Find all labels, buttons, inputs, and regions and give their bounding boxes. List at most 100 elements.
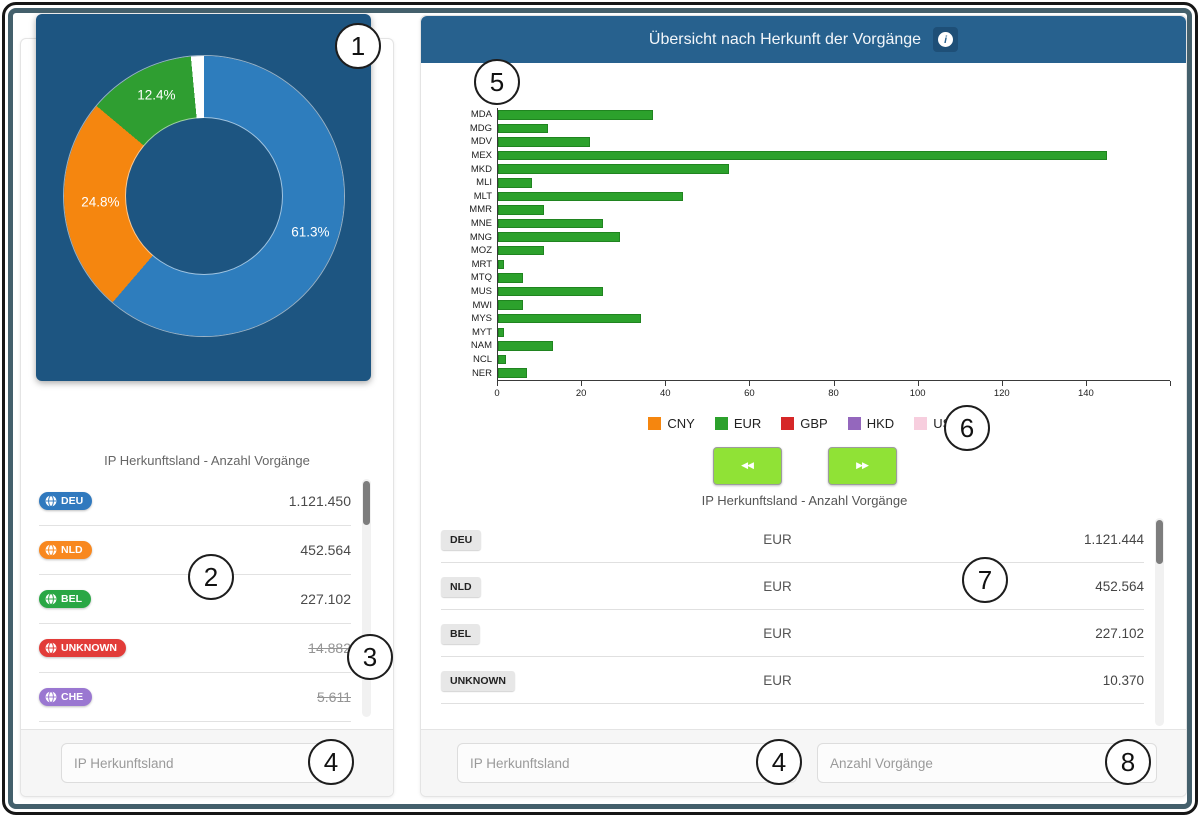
page-title: Übersicht nach Herkunft der Vorgänge [648, 30, 922, 48]
legend-swatch [714, 417, 728, 431]
bar-row: MDA [439, 108, 1170, 122]
bar-category-label: MYT [471, 326, 492, 338]
country-filter-input-right[interactable] [457, 743, 797, 783]
scrollbar-thumb[interactable] [363, 481, 370, 525]
axis-tick-label: 140 [1077, 387, 1094, 399]
annotation-circle: 8 [1105, 739, 1151, 785]
list-item[interactable]: UNKNOWN 14.882 [39, 624, 351, 673]
legend-item[interactable]: GBP [781, 416, 828, 431]
axis-tick [1001, 380, 1003, 386]
origin-table: DEU EUR 1.121.444 NLD EUR 452.564 BEL EUR 227.10… [441, 516, 1144, 704]
country-badge[interactable]: DEU [39, 492, 93, 510]
bar-track [497, 284, 1170, 299]
legend-swatch [781, 417, 795, 431]
bar-category-label: MWI [472, 299, 492, 311]
bar-track [497, 203, 1170, 217]
bar-row: MMR [439, 203, 1170, 217]
chart-caption: IP Herkunftsland - Anzahl Vorgänge [701, 492, 908, 508]
bar-track [497, 108, 1170, 122]
globe-icon [45, 495, 57, 507]
donut-chart: 61.3% 24.8% 12.4% [64, 56, 344, 336]
bar-row: NAM [439, 339, 1170, 353]
list-item[interactable]: CHE 5.611 [39, 673, 351, 722]
country-badge: BEL [441, 624, 480, 644]
count-value: 5.611 [317, 689, 351, 705]
value-cell: 10.370 [1102, 672, 1144, 688]
bar-track [497, 162, 1170, 176]
bar [498, 191, 683, 202]
bar [498, 273, 524, 283]
country-badge[interactable]: CHE [39, 688, 93, 706]
table-row[interactable]: UNKNOWN EUR 10.370 [441, 657, 1144, 704]
list-item[interactable]: BEL 227.102 [39, 575, 351, 624]
globe-icon [45, 544, 57, 556]
scrollbar[interactable] [362, 479, 371, 717]
country-badge[interactable]: UNKNOWN [39, 639, 126, 657]
bar-row: MRT [439, 257, 1170, 272]
axis-tick-label: 120 [993, 387, 1010, 399]
bar-category-label: MYS [471, 313, 492, 325]
bar-category-label: MDV [470, 136, 492, 148]
country-badge[interactable]: NLD [39, 541, 92, 559]
bar-track [497, 366, 1170, 380]
table-row[interactable]: BEL EUR 227.102 [441, 610, 1144, 657]
bar-row: MOZ [439, 243, 1170, 258]
bar [498, 205, 545, 215]
bar-track [497, 243, 1170, 258]
bar-category-label: NAM [470, 340, 492, 352]
bar [498, 341, 553, 351]
legend-item[interactable]: CNY [648, 416, 695, 431]
legend-item[interactable]: EUR [714, 416, 762, 432]
bar-track [497, 339, 1170, 353]
axis-tick [1170, 380, 1171, 386]
bar-category-label: MNE [470, 218, 492, 230]
bar-row: NCL [439, 352, 1170, 367]
country-badge[interactable]: BEL [39, 590, 91, 608]
bar-track [497, 230, 1170, 244]
bar-row: MLT [439, 189, 1170, 204]
scrollbar[interactable] [1155, 518, 1164, 726]
axis-tick [1085, 380, 1087, 386]
donut-label-blue: 61.3% [291, 224, 330, 240]
pager-next-button[interactable]: ▶▶ [827, 446, 897, 485]
axis-tick [581, 380, 583, 386]
axis-tick-label: 40 [659, 387, 671, 399]
country-badge: DEU [441, 530, 482, 550]
table-row[interactable]: DEU EUR 1.121.444 [441, 516, 1144, 563]
bar-rows: MDA MDG MDV MEX MKD MLI MLT MMR MNE MNG MOZ MRT MTQ M… [439, 108, 1170, 380]
bar-track [497, 189, 1170, 204]
legend-label: HKD [866, 416, 895, 432]
list-item[interactable]: DEU 1.121.450 [39, 477, 351, 526]
bar [498, 123, 549, 134]
count-filter-input[interactable] [817, 743, 1157, 783]
bar-row: MLI [439, 175, 1170, 190]
axis-tick [665, 380, 667, 386]
bar-track [497, 216, 1170, 231]
country-filter-input[interactable] [61, 743, 347, 783]
bar-chart: MDA MDG MDV MEX MKD MLI MLT MMR MNE MNG MOZ MRT MTQ M… [439, 108, 1171, 508]
scrollbar-thumb[interactable] [1156, 520, 1163, 564]
legend-label: EUR [733, 416, 762, 432]
fast-forward-icon: ▶▶ [856, 460, 869, 471]
bar-category-label: MTQ [470, 272, 492, 284]
bar [498, 313, 641, 324]
pager-prev-button[interactable]: ◀◀ [712, 446, 782, 485]
bar-category-label: MUS [470, 286, 492, 298]
bar-track [497, 298, 1170, 312]
legend-item[interactable]: HKD [847, 416, 895, 432]
bar-category-label: MRT [471, 258, 492, 270]
bar-track [497, 325, 1170, 340]
left-panel: 61.3% 24.8% 12.4% IP Herkunftsland - Anz… [20, 14, 394, 797]
bar-track [497, 352, 1170, 367]
axis-tick-label: 80 [828, 387, 839, 399]
bar-category-label: MLT [473, 190, 492, 202]
overview-header: Übersicht nach Herkunft der Vorgänge i [421, 16, 1186, 63]
table-row[interactable]: NLD EUR 452.564 [441, 563, 1144, 610]
info-icon: i [938, 32, 954, 47]
axis-tick [833, 380, 835, 386]
info-button[interactable]: i [933, 27, 959, 52]
fast-backward-icon: ◀◀ [741, 460, 754, 471]
country-badge-cell: BEL [441, 624, 581, 644]
bar-row: MEX [439, 148, 1170, 163]
right-panel-footer [421, 729, 1186, 796]
